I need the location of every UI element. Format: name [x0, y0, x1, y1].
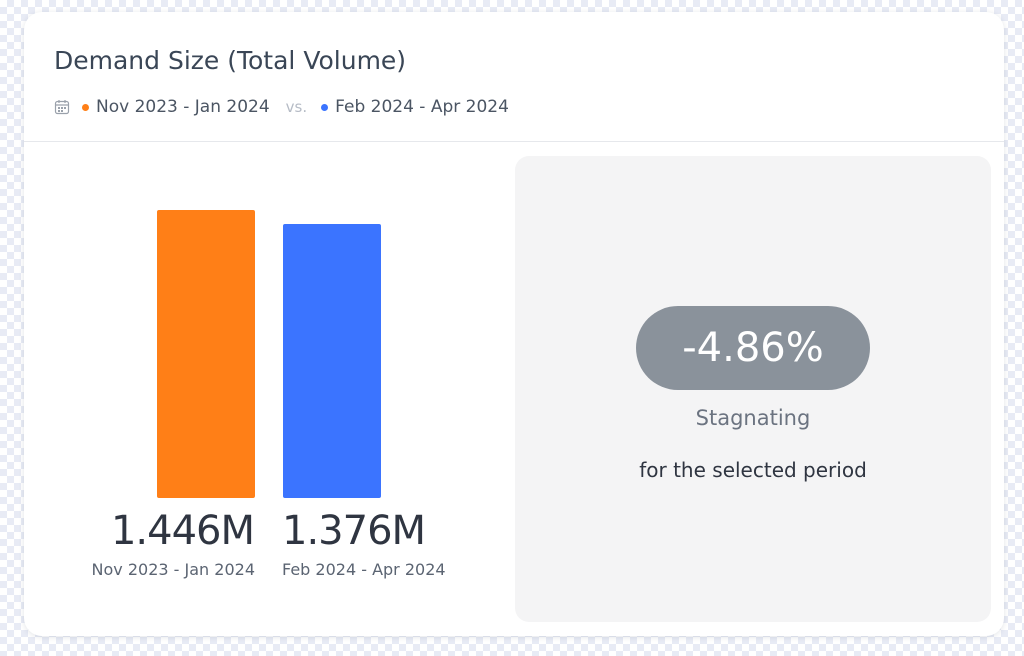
header-divider	[24, 141, 1004, 142]
demand-size-card: Demand Size (Total Volume) Nov 2023 - Ja…	[24, 12, 1004, 636]
period-comparison: Nov 2023 - Jan 2024 vs. Feb 2024 - Apr 2…	[54, 96, 509, 118]
period-note: for the selected period	[639, 458, 867, 482]
vs-label: vs.	[285, 98, 308, 116]
change-percentage-badge: -4.86%	[636, 306, 870, 390]
trend-status: Stagnating	[695, 406, 811, 430]
bar-chart: 1.446M 1.376M Nov 2023 - Jan 2024 Feb 20…	[24, 142, 504, 636]
card-title: Demand Size (Total Volume)	[54, 46, 407, 75]
calendar-icon	[54, 100, 70, 115]
bar-period-b	[283, 223, 381, 499]
period-a-dot	[82, 103, 89, 111]
bar-category-label-period-b: Feb 2024 - Apr 2024	[282, 560, 446, 579]
period-b-label: Feb 2024 - Apr 2024	[335, 97, 509, 117]
summary-panel: -4.86% Stagnating for the selected perio…	[515, 156, 991, 622]
bar-value-label-period-b: 1.376M	[282, 508, 426, 554]
period-a-label: Nov 2023 - Jan 2024	[96, 97, 270, 117]
bar-chart-svg	[157, 210, 381, 499]
period-b-dot	[321, 103, 329, 111]
bar-category-label-period-a: Nov 2023 - Jan 2024	[91, 560, 255, 579]
bar-value-label-period-a: 1.446M	[110, 508, 255, 554]
bar-period-a	[157, 210, 255, 498]
